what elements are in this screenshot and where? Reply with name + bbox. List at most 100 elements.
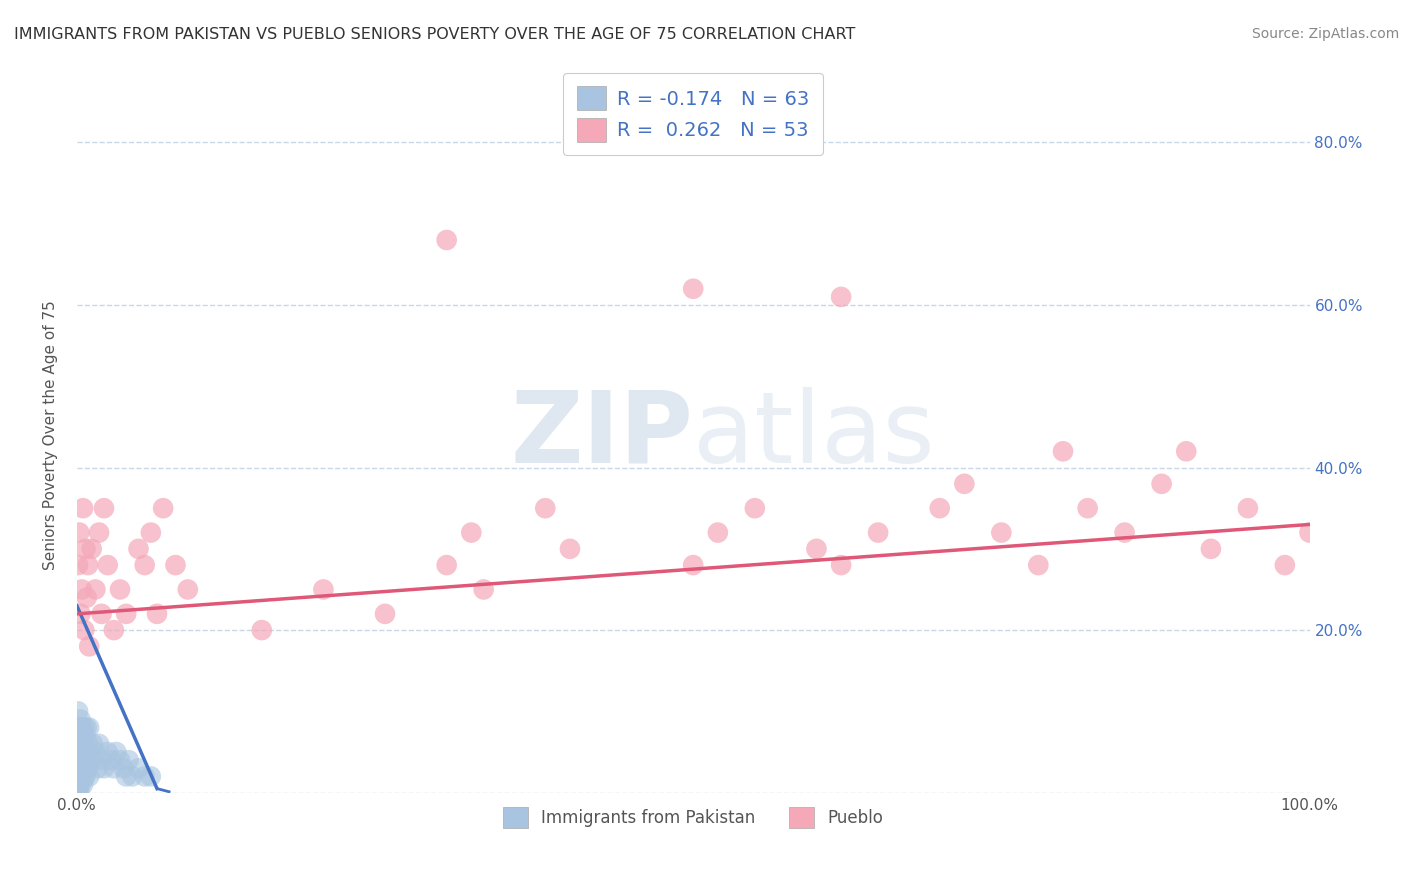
Point (67, 721, 90, 735)
Point (1114, 525, 1136, 540)
Point (76, 745, 98, 759)
Point (67, 729, 90, 743)
Point (67, 778, 90, 792)
Point (108, 582, 131, 597)
Point (90, 607, 112, 621)
Point (93, 501, 115, 516)
Point (100, 753, 122, 767)
Point (115, 607, 138, 621)
Point (70, 721, 93, 735)
Point (73, 721, 96, 735)
Point (80, 541, 103, 556)
Text: ZIP: ZIP (510, 386, 693, 483)
Point (152, 501, 174, 516)
Point (146, 607, 169, 621)
Point (87, 737, 110, 751)
Point (1237, 501, 1260, 516)
Point (117, 753, 139, 767)
Point (1274, 558, 1296, 573)
Text: Source: ZipAtlas.com: Source: ZipAtlas.com (1251, 27, 1399, 41)
Point (103, 761, 125, 775)
Text: IMMIGRANTS FROM PAKISTAN VS PUEBLO SENIORS POVERTY OVER THE AGE OF 75 CORRELATIO: IMMIGRANTS FROM PAKISTAN VS PUEBLO SENIO… (14, 27, 855, 42)
Point (472, 582, 495, 597)
Point (139, 769, 162, 783)
Point (744, 501, 766, 516)
Point (682, 558, 704, 573)
Point (115, 769, 138, 783)
Point (69, 753, 91, 767)
Point (87, 525, 110, 540)
Point (70, 582, 93, 597)
Point (72, 761, 94, 775)
Point (67, 786, 90, 800)
Point (69, 737, 91, 751)
Point (134, 769, 156, 783)
Point (72, 745, 94, 759)
Point (77, 769, 100, 783)
Point (90, 753, 112, 767)
Y-axis label: Seniors Poverty Over the Age of 75: Seniors Poverty Over the Age of 75 (44, 301, 58, 570)
Point (67, 769, 90, 783)
Point (87, 761, 110, 775)
Point (72, 729, 94, 743)
Point (128, 761, 150, 775)
Point (868, 525, 890, 540)
Point (67, 769, 90, 783)
Point (77, 761, 100, 775)
Point (84, 582, 107, 597)
Point (105, 745, 128, 759)
Point (67, 745, 90, 759)
Point (67, 753, 90, 767)
Point (250, 623, 273, 637)
Point (830, 558, 852, 573)
Point (70, 753, 93, 767)
Point (77, 737, 100, 751)
Point (77, 640, 100, 654)
Point (121, 769, 143, 783)
Point (69, 713, 91, 727)
Point (1298, 525, 1320, 540)
Point (67, 761, 90, 775)
Point (830, 290, 852, 304)
Point (70, 737, 93, 751)
Legend: Immigrants from Pakistan, Pueblo: Immigrants from Pakistan, Pueblo (496, 801, 890, 834)
Point (77, 745, 100, 759)
Point (69, 769, 91, 783)
Point (1077, 501, 1099, 516)
Point (73, 769, 96, 783)
Point (97, 558, 120, 573)
Point (103, 623, 125, 637)
Point (436, 233, 458, 247)
Point (75, 541, 97, 556)
Point (73, 745, 96, 759)
Point (77, 721, 100, 735)
Point (312, 582, 335, 597)
Point (75, 753, 97, 767)
Point (76, 591, 98, 605)
Point (1028, 558, 1050, 573)
Point (1052, 444, 1074, 458)
Point (75, 729, 97, 743)
Point (67, 558, 90, 573)
Point (67, 761, 90, 775)
Point (177, 582, 200, 597)
Point (928, 501, 950, 516)
Point (1150, 476, 1173, 491)
Point (82, 737, 104, 751)
Point (1199, 541, 1222, 556)
Point (460, 525, 482, 540)
Point (80, 753, 103, 767)
Point (76, 761, 98, 775)
Point (77, 558, 100, 573)
Point (128, 541, 150, 556)
Text: atlas: atlas (693, 386, 935, 483)
Point (75, 769, 97, 783)
Point (70, 769, 93, 783)
Point (67, 525, 90, 540)
Point (76, 721, 98, 735)
Point (953, 476, 976, 491)
Point (990, 525, 1012, 540)
Point (67, 705, 90, 719)
Point (682, 282, 704, 296)
Point (67, 786, 90, 800)
